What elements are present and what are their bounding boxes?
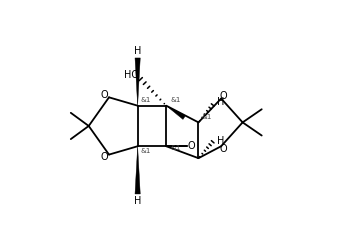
Polygon shape: [135, 146, 140, 194]
Polygon shape: [166, 106, 185, 120]
Text: H: H: [217, 137, 224, 146]
Text: &1: &1: [202, 114, 212, 120]
Text: O: O: [220, 144, 227, 154]
Text: &1: &1: [141, 149, 151, 155]
Text: HO: HO: [124, 70, 139, 80]
Text: H: H: [134, 46, 141, 56]
Polygon shape: [135, 58, 140, 106]
Text: O: O: [220, 91, 227, 101]
Text: H: H: [134, 196, 141, 206]
Text: O: O: [101, 152, 109, 162]
Text: &1: &1: [170, 145, 181, 151]
Text: H: H: [217, 97, 224, 107]
Text: O: O: [101, 90, 109, 100]
Text: O: O: [188, 141, 196, 151]
Text: &1: &1: [170, 97, 181, 103]
Text: &1: &1: [141, 97, 151, 103]
